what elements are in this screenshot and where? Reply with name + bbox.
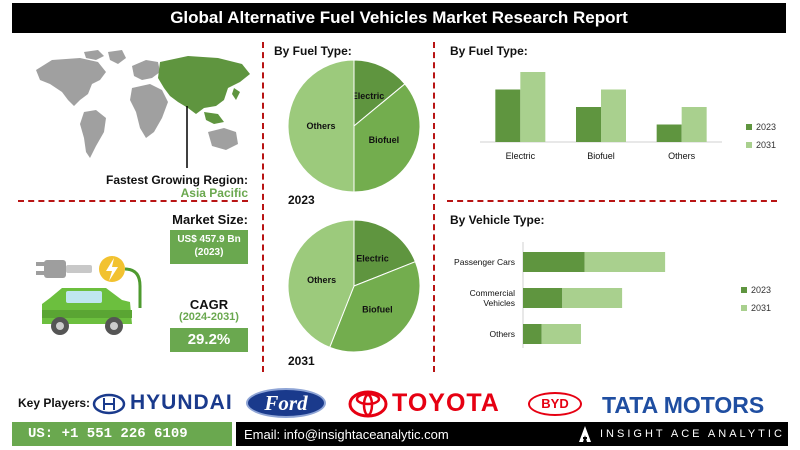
bar-electric-2023 (495, 89, 521, 142)
legend-label-2031: 2031 (751, 303, 771, 313)
y-tick-label: Passenger Cars (454, 257, 515, 267)
y-tick-label: Others (489, 329, 515, 339)
region-label: Fastest Growing Region: (105, 173, 248, 187)
footer-contact-bar: Email: info@insightaceanalytic.com INSIG… (236, 422, 788, 446)
hyundai-emblem-icon (92, 393, 126, 415)
byd-wordmark: BYD (541, 396, 569, 411)
pie-label-biofuel: Biofuel (369, 135, 400, 145)
ev-car-illustration (36, 256, 142, 335)
hyundai-logo: HYUNDAI (92, 391, 242, 417)
tata-motors-logo: TATA MOTORS (602, 392, 765, 418)
fuel-bar-heading: By Fuel Type: (450, 44, 528, 58)
region-value: Asia Pacific (180, 186, 248, 200)
pie-slice-electric (353, 59, 406, 128)
divider-right-h (447, 200, 777, 202)
pie-chart-2023: Electric Biofuel Others (287, 59, 421, 193)
divider-left (262, 42, 264, 372)
market-size-value: US$ 457.9 Bn (177, 234, 241, 245)
market-size-label: Market Size: (172, 212, 248, 227)
bar-biofuel-2023 (576, 107, 601, 142)
legend-swatch-2031 (746, 142, 752, 148)
footer-brand: INSIGHT ACE ANALYTIC (600, 428, 785, 440)
cagr-value: 29.2% (170, 328, 248, 352)
footer-phone: US: +1 551 226 6109 (28, 426, 188, 442)
y-tick-label: Commercial (470, 288, 515, 298)
toyota-emblem-icon (348, 390, 388, 418)
cagr-label: CAGR (189, 297, 229, 312)
fuel-type-bar-chart: Electric Biofuel Others 2023 2031 (480, 72, 776, 161)
x-tick-label: Others (668, 151, 696, 161)
vehicle-bar-heading: By Vehicle Type: (450, 213, 545, 227)
page-title: Global Alternative Fuel Vehicles Market … (12, 3, 786, 33)
divider-left-h (18, 200, 248, 202)
divider-right (433, 42, 435, 372)
hyundai-wordmark: HYUNDAI (130, 391, 233, 414)
pie-year-2031: 2031 (288, 354, 315, 368)
bar-commercial-vehicles-2031 (562, 288, 623, 308)
pie-slice-electric (353, 219, 417, 287)
footer-phone-box: US: +1 551 226 6109 (12, 422, 232, 446)
pie-label-biofuel: Biofuel (362, 304, 393, 314)
pie-label-others: Others (307, 275, 336, 285)
bar-others-2031 (541, 324, 581, 344)
market-size-box: US$ 457.9 Bn (2023) (170, 230, 248, 264)
x-tick-label: Electric (506, 151, 536, 161)
legend-label-2023: 2023 (756, 122, 776, 132)
bar-passenger-cars-2031 (584, 252, 666, 272)
legend-swatch-2023 (741, 287, 747, 293)
pie-label-electric: Electric (352, 91, 385, 101)
pie-slice-others (287, 219, 355, 349)
world-map (36, 50, 250, 168)
legend-swatch-2031 (741, 305, 747, 311)
x-tick-label: Biofuel (587, 151, 615, 161)
insight-ace-logo-icon (579, 426, 591, 442)
market-size-year: (2023) (194, 247, 224, 258)
bar-passenger-cars-2023 (523, 252, 585, 272)
bar-electric-2031 (520, 72, 546, 142)
bar-others-2023 (656, 124, 682, 142)
ford-logo: Ford (246, 388, 326, 418)
byd-logo: BYD (528, 392, 582, 416)
bar-biofuel-2031 (601, 89, 626, 142)
ford-wordmark: Ford (264, 391, 308, 415)
legend-label-2031: 2031 (756, 140, 776, 150)
bar-others-2023 (523, 324, 542, 344)
pie-slice-biofuel (353, 83, 421, 193)
legend-label-2023: 2023 (751, 285, 771, 295)
pie-heading: By Fuel Type: (274, 44, 352, 58)
bar-others-2031 (681, 107, 707, 142)
pie-chart-2031: Electric Biofuel Others (287, 219, 421, 353)
bar-commercial-vehicles-2023 (523, 288, 563, 308)
y-tick-label: Vehicles (483, 298, 515, 308)
pie-label-others: Others (306, 121, 335, 131)
legend-swatch-2023 (746, 124, 752, 130)
footer-email[interactable]: Email: info@insightaceanalytic.com (244, 427, 449, 442)
key-players-label: Key Players: (18, 396, 91, 410)
pie-slice-biofuel (329, 261, 421, 353)
toyota-logo: TOYOTA (348, 389, 508, 419)
pie-slice-others (287, 59, 355, 193)
pie-year-2023: 2023 (288, 193, 315, 207)
cagr-period: (2024-2031) (179, 311, 239, 323)
toyota-wordmark: TOYOTA (392, 389, 500, 417)
pie-label-electric: Electric (356, 254, 389, 264)
